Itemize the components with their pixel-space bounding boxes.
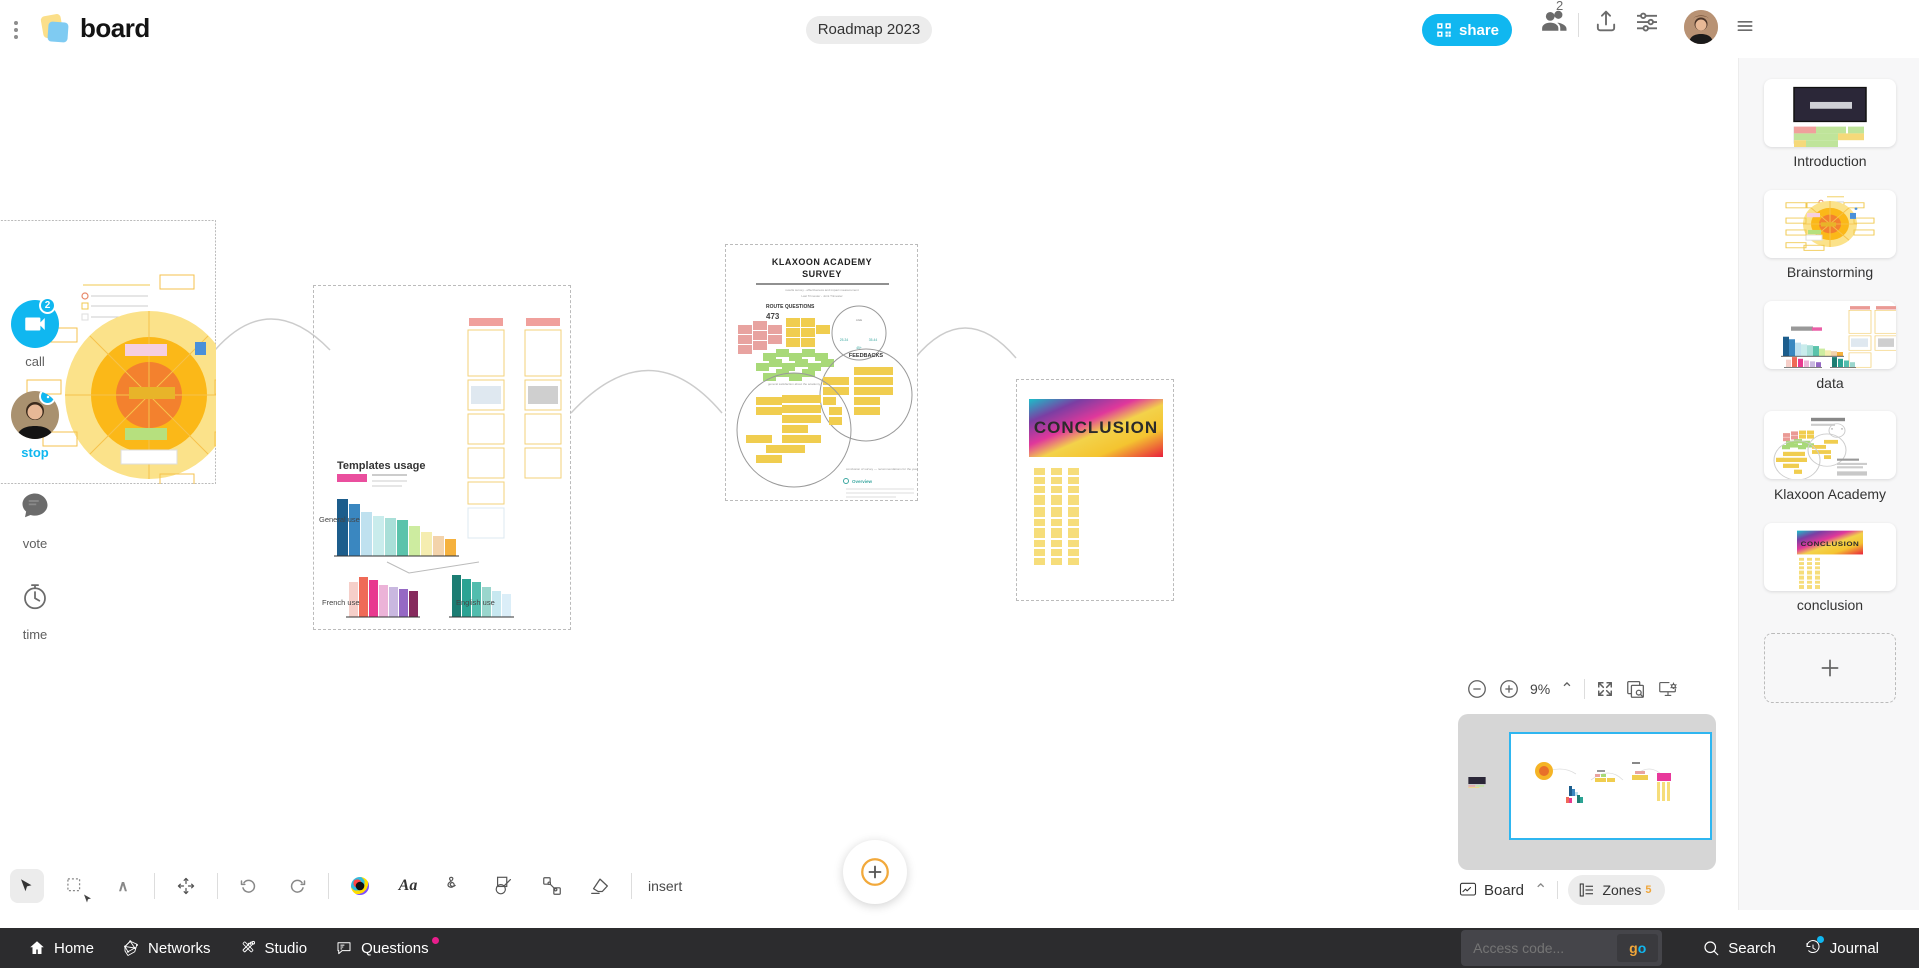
svg-text:General use: General use: [319, 515, 360, 524]
svg-text:results survey - effectiveness: results survey - effectiveness and impac…: [785, 288, 858, 292]
svg-text:CONCLUSION: CONCLUSION: [1801, 540, 1860, 548]
svg-text:Last Trimester - Joint Trimest: Last Trimester - Joint Trimester: [801, 294, 842, 298]
svg-text:CONCLUSION: CONCLUSION: [1034, 418, 1158, 437]
svg-text:ROUTE QUESTIONS: ROUTE QUESTIONS: [766, 304, 815, 310]
svg-text:AGE: AGE: [856, 318, 862, 322]
svg-text:35-44: 35-44: [869, 338, 878, 342]
svg-text:25-34: 25-34: [840, 338, 849, 342]
svg-text:conclusion of survey — recomme: conclusion of survey — recommendations f…: [846, 467, 918, 471]
svg-text:SURVEY: SURVEY: [802, 269, 842, 279]
svg-text:Templates usage: Templates usage: [337, 460, 425, 472]
svg-text:English use: English use: [456, 598, 495, 607]
svg-text:Overview: Overview: [852, 479, 873, 484]
svg-text:FEEDBACKS: FEEDBACKS: [849, 353, 884, 359]
svg-text:general satisfaction about the: general satisfaction about the academy: [768, 382, 821, 386]
svg-text:KLAXOON ACADEMY: KLAXOON ACADEMY: [772, 257, 872, 267]
svg-text:French use: French use: [322, 598, 360, 607]
svg-text:473: 473: [766, 312, 780, 321]
